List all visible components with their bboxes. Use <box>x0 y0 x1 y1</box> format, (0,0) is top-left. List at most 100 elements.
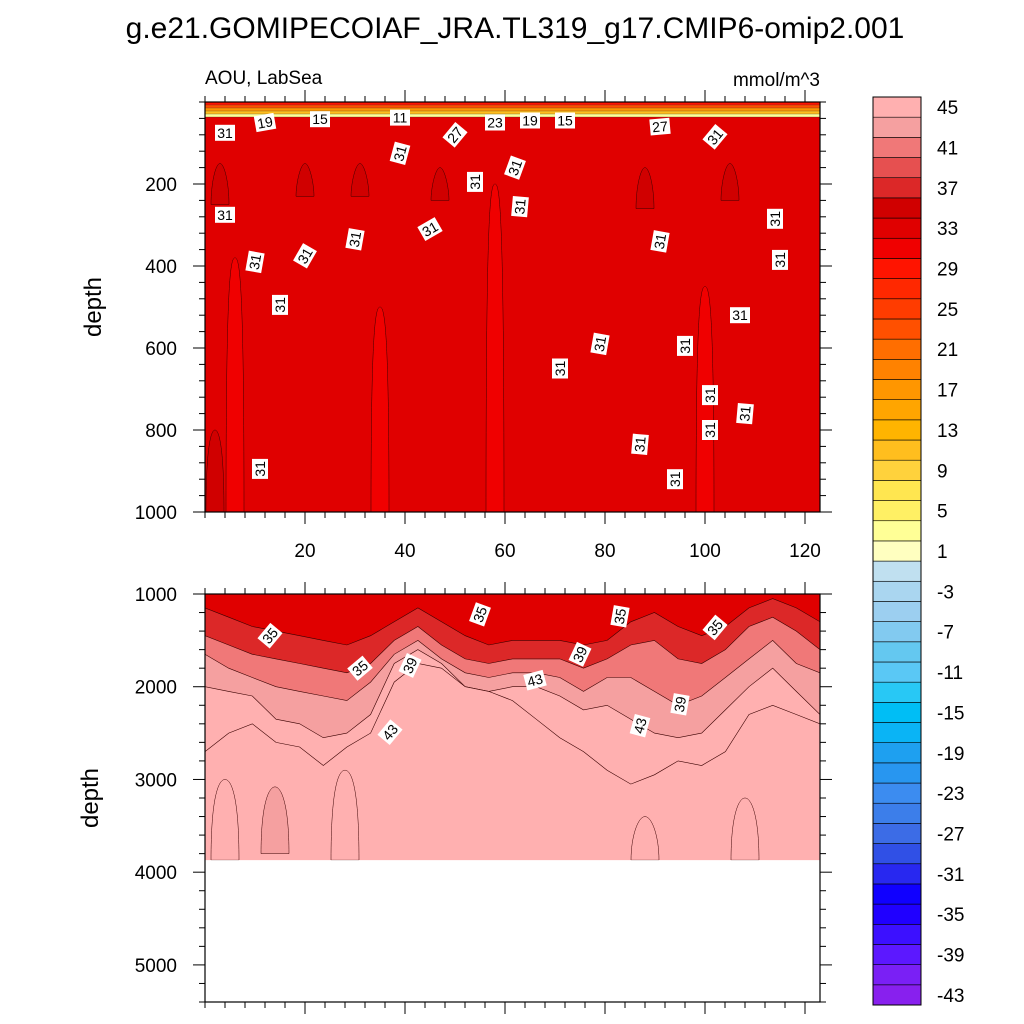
contour-band <box>485 183 505 512</box>
x-tick-label: 80 <box>594 541 615 562</box>
contour-label-box <box>631 433 649 455</box>
contour-band <box>635 167 655 209</box>
contour-band <box>730 797 760 861</box>
contour-band <box>225 257 245 512</box>
x-tick-label: 40 <box>394 541 415 562</box>
panel-frame <box>204 101 821 513</box>
contour-label-text: 39 <box>671 695 689 713</box>
lower-panel: 35 35 39 35 43 39 35 35 43 43 39 1000 2000 3000 4000 50… <box>135 582 832 1014</box>
contour-label-box <box>702 614 728 641</box>
contour-label: 31 <box>702 420 718 440</box>
colorbar-label: -7 <box>937 623 954 644</box>
contour-label-box <box>467 171 483 192</box>
contour-label-box <box>555 112 575 129</box>
contour-label-text: 39 <box>569 644 590 665</box>
contour-label: 35 <box>347 655 373 681</box>
colorbar-segment <box>872 419 922 441</box>
contour-band <box>260 786 290 854</box>
colorbar-label: 37 <box>937 179 958 200</box>
contour-label-box <box>610 605 630 628</box>
contour-label-box <box>377 719 403 746</box>
colorbar-segment <box>872 217 922 239</box>
colorbar-segment <box>872 439 922 461</box>
contour-label: 31 <box>215 124 235 141</box>
y-tick-label: 400 <box>145 257 177 278</box>
contour-label-box <box>245 250 265 274</box>
x-tick-label: 100 <box>689 541 721 562</box>
contour-label: 35 <box>702 614 728 641</box>
colorbar-segment <box>872 278 922 300</box>
colorbar-segment <box>872 459 922 481</box>
contour-label: 31 <box>552 358 568 379</box>
contour-label-text: 31 <box>651 232 669 250</box>
contour-label-text: 31 <box>419 218 441 240</box>
contour-label-text: 31 <box>677 338 693 354</box>
contour-label-text: 23 <box>487 115 503 131</box>
contour-label: 31 <box>767 208 783 229</box>
contour-label-text: 27 <box>652 118 669 135</box>
contour-label: 31 <box>345 228 365 251</box>
colorbar-segment <box>872 702 922 723</box>
contour-label-box <box>253 112 277 133</box>
contour-label: 31 <box>702 385 718 406</box>
colorbar-segment <box>872 903 922 925</box>
contour-label: 31 <box>511 195 529 218</box>
x-tick-label: 120 <box>789 541 821 562</box>
colorbar-segment <box>872 298 922 320</box>
colorbar-label: 41 <box>937 138 958 159</box>
contour-label-box <box>649 117 671 136</box>
contour-label: 35 <box>610 605 630 628</box>
y-tick-label: 4000 <box>135 863 177 884</box>
colorbar-segment <box>872 399 922 421</box>
contour-label: 31 <box>650 230 670 253</box>
contour-label: 31 <box>677 335 693 356</box>
contour-label-text: 31 <box>736 405 753 422</box>
upper-panel: 31 19 15 11 27 23 19 15 27 31 31 31 31 31 31 31 31 31 31 31… <box>135 90 832 562</box>
contour-label: 31 <box>730 307 750 324</box>
colorbar-segment <box>872 500 922 522</box>
colorbar-segment <box>872 863 922 885</box>
contour-label: 31 <box>590 332 610 356</box>
colorbar-label: 29 <box>937 260 958 281</box>
contour-label-box <box>552 358 568 379</box>
contour-label-box <box>677 335 693 356</box>
colorbar-segment <box>872 621 922 643</box>
colorbar-segment <box>872 641 922 663</box>
contour-label: 31 <box>252 458 268 479</box>
contour-band <box>370 306 390 512</box>
contour-label-text: 31 <box>294 245 316 267</box>
contour-label-text: 31 <box>246 253 264 271</box>
contour-label: 15 <box>555 112 575 129</box>
y-tick-label: 1000 <box>135 585 177 606</box>
contour-label-box <box>345 228 365 251</box>
contour-label-box <box>590 332 610 356</box>
colorbar-label: 45 <box>937 98 958 119</box>
contour-label-text: 31 <box>217 207 233 223</box>
contour-label-text: 31 <box>272 297 288 313</box>
upper-ylabel: depth <box>80 277 107 337</box>
contour-label: 31 <box>736 402 754 425</box>
contour-label-box <box>398 652 422 678</box>
surface-gradient-band <box>205 102 820 106</box>
contour-label-text: 39 <box>399 655 420 676</box>
contour-label: 31 <box>504 155 526 180</box>
contour-label-text: 31 <box>631 436 648 453</box>
colorbar-label: -31 <box>937 865 964 886</box>
contour-label: 35 <box>469 602 491 627</box>
y-tick-label: 600 <box>145 339 177 360</box>
contour-label: 19 <box>520 112 540 129</box>
contour-label-box <box>670 693 690 716</box>
contour-label-box <box>520 112 540 129</box>
contour-label: 23 <box>485 114 505 131</box>
colorbar-segment <box>872 923 922 945</box>
colorbar-segment <box>872 823 922 844</box>
contour-label: 31 <box>389 141 411 166</box>
contour-label-box <box>702 123 728 150</box>
contour-label: 43 <box>629 713 651 738</box>
contour-label: 43 <box>523 669 547 691</box>
contour-label-box <box>629 713 651 738</box>
colorbar-segment <box>872 580 922 602</box>
contour-label: 39 <box>670 693 690 716</box>
contour-label-box <box>736 402 754 425</box>
contour-label-text: 31 <box>467 174 483 190</box>
